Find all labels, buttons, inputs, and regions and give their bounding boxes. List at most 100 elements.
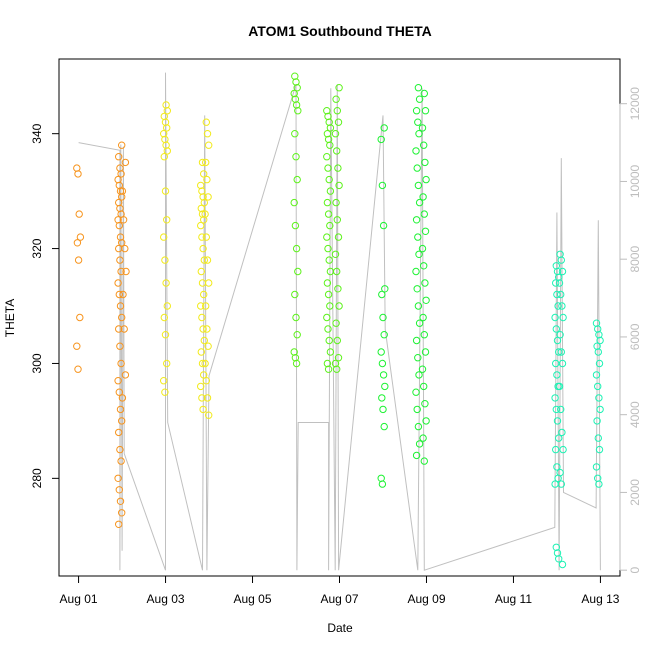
data-point bbox=[205, 411, 213, 419]
data-point bbox=[557, 290, 565, 299]
data-point bbox=[291, 221, 300, 230]
data-point bbox=[595, 359, 604, 368]
data-point bbox=[163, 147, 172, 155]
data-point bbox=[294, 267, 302, 276]
data-point bbox=[160, 377, 168, 385]
data-point bbox=[115, 486, 124, 494]
data-point bbox=[323, 198, 332, 207]
x-axis-label: Date bbox=[327, 621, 353, 635]
data-point bbox=[205, 279, 213, 287]
data-point bbox=[118, 187, 127, 195]
data-point bbox=[293, 175, 301, 184]
data-point bbox=[414, 181, 423, 190]
data-point bbox=[381, 285, 389, 293]
data-point bbox=[420, 331, 428, 339]
data-point bbox=[122, 267, 130, 276]
data-point bbox=[380, 331, 388, 339]
data-point bbox=[198, 394, 206, 402]
data-point bbox=[74, 365, 82, 373]
data-point bbox=[593, 417, 601, 425]
data-point bbox=[421, 279, 429, 287]
data-point bbox=[199, 405, 207, 414]
data-point bbox=[115, 520, 123, 528]
y2-tick-label: 10000 bbox=[628, 164, 642, 198]
data-point bbox=[202, 377, 211, 385]
data-point bbox=[202, 158, 210, 167]
data-point bbox=[76, 233, 85, 241]
x-tick-label: Aug 09 bbox=[407, 592, 445, 606]
data-point bbox=[197, 302, 205, 310]
data-point bbox=[596, 405, 604, 414]
data-point bbox=[413, 164, 421, 172]
data-point bbox=[118, 394, 127, 402]
data-point bbox=[594, 434, 602, 442]
data-point bbox=[377, 135, 385, 144]
data-point bbox=[422, 175, 430, 184]
data-point bbox=[116, 497, 125, 505]
data-point bbox=[414, 422, 423, 431]
data-point bbox=[412, 216, 421, 224]
data-point bbox=[161, 187, 170, 195]
data-point bbox=[323, 359, 332, 368]
data-point bbox=[161, 331, 170, 339]
data-point bbox=[421, 227, 430, 236]
data-point bbox=[198, 210, 207, 218]
data-point bbox=[379, 371, 388, 379]
data-point bbox=[419, 434, 427, 442]
data-point bbox=[422, 417, 430, 425]
data-point bbox=[121, 371, 130, 379]
data-point bbox=[559, 445, 567, 454]
data-point bbox=[294, 107, 302, 115]
y2-tick-label: 6000 bbox=[628, 323, 642, 350]
data-point bbox=[420, 210, 428, 218]
data-point bbox=[420, 262, 428, 270]
data-point bbox=[290, 198, 298, 207]
data-point bbox=[420, 141, 428, 149]
data-point bbox=[291, 290, 299, 299]
data-point bbox=[334, 164, 342, 172]
data-point bbox=[555, 555, 563, 563]
y2-tick-label: 4000 bbox=[628, 401, 642, 428]
data-point bbox=[558, 359, 567, 368]
data-point bbox=[197, 348, 206, 356]
data-point bbox=[118, 193, 126, 201]
data-point bbox=[553, 463, 561, 471]
data-point bbox=[415, 250, 423, 259]
data-point bbox=[73, 342, 81, 350]
data-point bbox=[595, 480, 603, 488]
data-point bbox=[594, 348, 602, 356]
data-point bbox=[334, 285, 342, 293]
data-point bbox=[414, 84, 423, 92]
theta-points bbox=[73, 72, 604, 569]
data-point bbox=[197, 267, 206, 276]
data-point bbox=[333, 147, 341, 155]
x-tick-label: Aug 05 bbox=[233, 592, 271, 606]
data-point bbox=[117, 359, 125, 368]
data-point bbox=[412, 107, 421, 115]
data-point bbox=[118, 509, 126, 517]
data-point bbox=[115, 290, 124, 299]
data-point bbox=[332, 95, 340, 103]
data-point bbox=[290, 348, 298, 356]
data-point bbox=[331, 130, 340, 138]
data-point bbox=[324, 244, 332, 253]
data-point bbox=[412, 336, 421, 345]
data-point bbox=[333, 107, 341, 115]
data-point bbox=[115, 153, 123, 161]
data-point bbox=[201, 359, 209, 368]
right-axis-line-series bbox=[78, 72, 601, 571]
data-point bbox=[557, 480, 565, 488]
data-point bbox=[292, 153, 300, 161]
data-point bbox=[381, 382, 389, 391]
data-point bbox=[324, 290, 333, 299]
data-point bbox=[160, 130, 168, 138]
data-point bbox=[557, 348, 565, 356]
data-point bbox=[414, 233, 422, 241]
y-tick-label: 300 bbox=[30, 353, 44, 373]
data-point bbox=[412, 451, 421, 460]
data-point bbox=[290, 89, 298, 98]
data-point bbox=[422, 296, 430, 304]
data-point bbox=[325, 118, 333, 126]
data-point bbox=[594, 325, 602, 333]
